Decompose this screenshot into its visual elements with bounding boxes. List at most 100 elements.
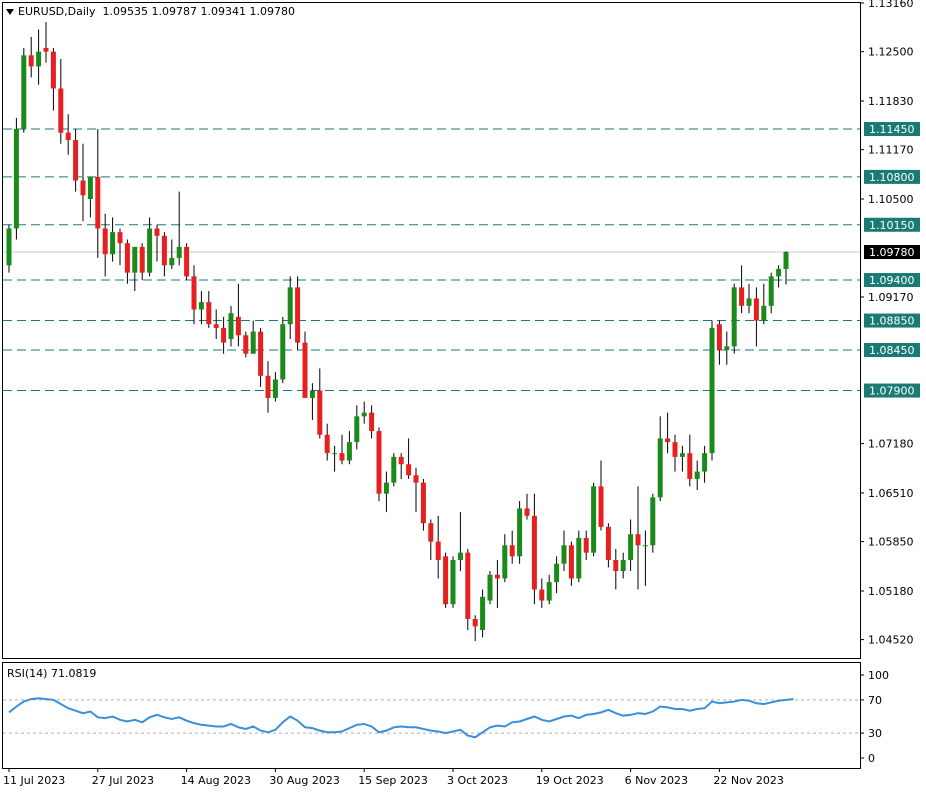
current-price-badge (864, 245, 920, 260)
candle (687, 434, 693, 487)
candle-body (635, 534, 641, 546)
candle-body (184, 246, 190, 277)
time-tick-label: 22 Nov 2023 (713, 774, 783, 787)
time-axis: 11 Jul 2023 27 Jul 2023 14 Aug 2023 30 Aug … (3, 768, 784, 787)
candle (502, 534, 508, 583)
candle-body (369, 412, 375, 432)
rsi-label: RSI(14) 71.0819 (7, 667, 97, 680)
candle (317, 368, 323, 439)
candle-body (58, 88, 64, 133)
price-tick-label: 1.06510 (868, 487, 914, 500)
candle (346, 431, 352, 465)
candle (6, 224, 12, 273)
candle (768, 272, 774, 314)
candle (650, 493, 656, 553)
candle (435, 515, 441, 579)
candle (161, 232, 167, 277)
candle (228, 305, 234, 347)
candle (361, 401, 367, 424)
candle (709, 320, 715, 461)
rsi-line (8, 697, 794, 739)
candle (139, 243, 145, 281)
candle-body (605, 526, 611, 561)
candle-body (465, 552, 471, 619)
candle-body (383, 482, 389, 494)
candle (73, 128, 79, 192)
candle-body (95, 176, 101, 229)
candle-body (509, 545, 515, 557)
candle (753, 287, 759, 347)
candle-body (243, 335, 249, 354)
candle (420, 478, 426, 531)
time-tick-label: 6 Nov 2023 (625, 774, 688, 787)
candle-body (87, 176, 93, 199)
price-tick-label: 1.11170 (868, 144, 914, 157)
candle-body (443, 556, 449, 605)
candle-body (361, 412, 367, 417)
candle (517, 501, 523, 564)
candle-body (169, 257, 175, 266)
candle (198, 291, 204, 325)
candle-body (102, 228, 108, 255)
candle (154, 224, 160, 262)
time-tick-label: 15 Sep 2023 (358, 774, 428, 787)
candle-body (317, 390, 323, 435)
candle-body (554, 563, 560, 583)
candle (746, 283, 752, 314)
triangle-down-icon[interactable] (6, 9, 14, 15)
candle-body (354, 416, 360, 443)
candle-body (672, 442, 678, 457)
candle-body (398, 456, 404, 465)
candle (657, 416, 663, 502)
candle-body (206, 302, 212, 325)
candle (583, 530, 589, 561)
candle (598, 460, 604, 531)
candle-body (413, 475, 419, 483)
candle (457, 512, 463, 572)
candle (702, 445, 708, 483)
candle (776, 265, 782, 288)
candle (80, 143, 86, 222)
level-badge (864, 383, 920, 398)
candle (117, 228, 123, 266)
candle-body (110, 232, 116, 255)
candle (295, 276, 301, 351)
candle (58, 58, 64, 144)
candle (50, 47, 56, 111)
level-badge (864, 121, 920, 136)
candle-body (324, 434, 330, 454)
candle (576, 530, 582, 583)
candle-body (642, 545, 648, 547)
level-badge (864, 343, 920, 358)
candle (21, 47, 27, 133)
candle (628, 519, 634, 572)
candle-body (753, 298, 759, 321)
candle-body (487, 574, 493, 601)
candle-body (709, 327, 715, 454)
candle-body (139, 246, 145, 273)
candle (731, 283, 737, 354)
candle-body (21, 55, 27, 129)
candle (480, 589, 486, 638)
candle (428, 519, 434, 561)
level-badge (864, 169, 920, 184)
candle (716, 320, 722, 365)
candle-body (117, 232, 123, 244)
time-tick-label: 14 Aug 2023 (181, 774, 251, 787)
candle-body (191, 276, 197, 310)
candle (383, 471, 389, 513)
candle-body (568, 545, 574, 579)
candle (206, 291, 212, 328)
time-tick-label: 27 Jul 2023 (92, 774, 154, 787)
candle-body (546, 582, 552, 601)
candle (761, 283, 767, 325)
candle (450, 556, 456, 608)
candle (132, 246, 138, 292)
candle-body (272, 379, 278, 398)
candle-body (613, 560, 619, 572)
candle (191, 265, 197, 325)
rsi-tick-label: 100 (868, 669, 889, 682)
level-badge-label: 1.07900 (869, 385, 915, 398)
candle (509, 530, 515, 564)
